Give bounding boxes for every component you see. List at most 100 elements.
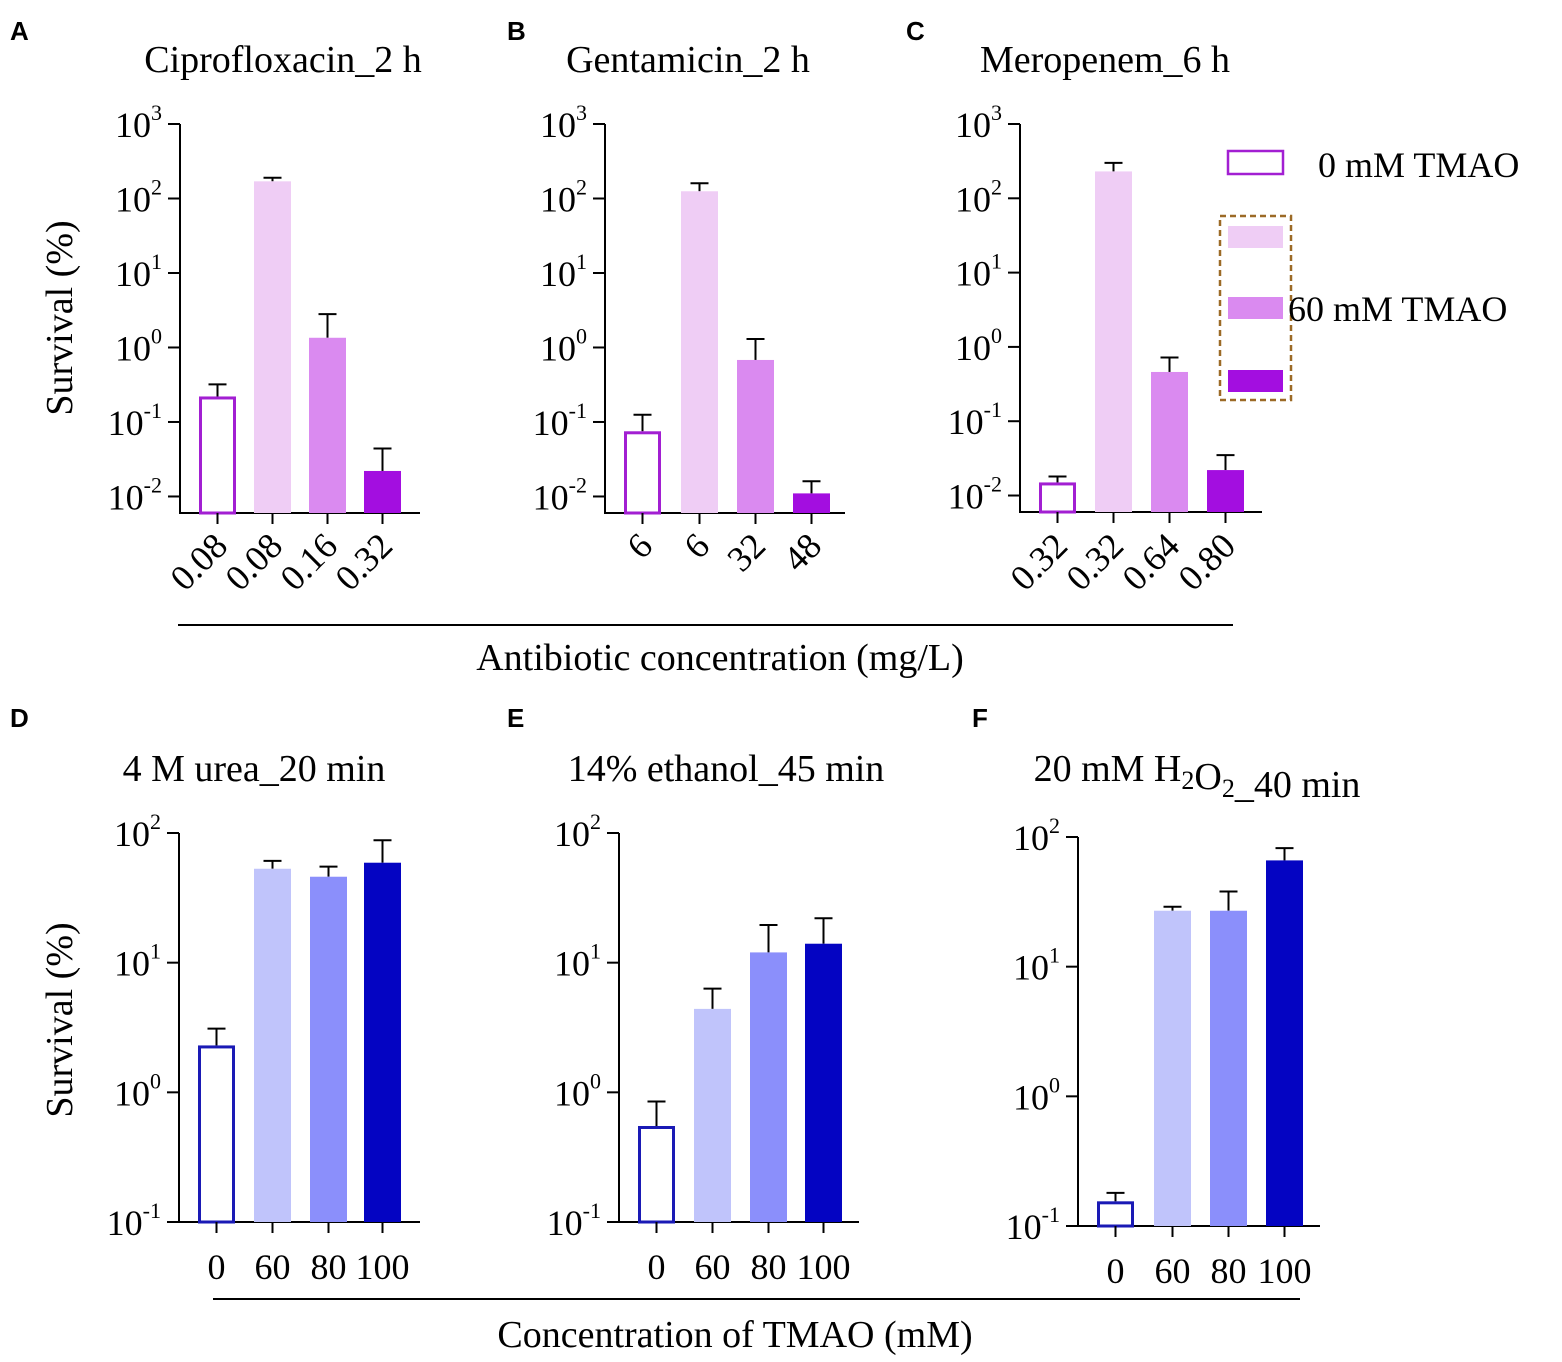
y-tick-base: 10 [108,403,144,443]
y-tick-base: 10 [948,402,984,442]
y-tick-base: 10 [948,477,984,517]
bar [1154,910,1191,1226]
legend-swatch-60mM-dark [1228,370,1283,392]
y-tick-exponent: 2 [150,809,161,834]
bottom-x-axis-label: Concentration of TMAO (mM) [497,1314,972,1356]
x-tick-label: 100 [797,1247,851,1287]
y-axis-label: Survival (%) [39,220,81,415]
title-part: _40 min [1234,764,1361,806]
bar [364,862,401,1222]
y-tick-base: 10 [533,403,569,443]
y-tick-exponent: 0 [576,323,587,348]
y-tick-label: 10-2 [108,472,162,517]
bar [309,337,346,513]
y-tick-base: 10 [547,1203,583,1243]
bar [254,181,291,514]
y-tick-base: 10 [554,814,590,854]
bar [199,396,236,515]
y-tick-base: 10 [554,1073,590,1113]
y-tick-base: 10 [1013,1077,1049,1117]
y-tick-exponent: 2 [151,174,162,199]
y-tick-base: 10 [1013,948,1049,988]
title-subscript: 2 [1222,774,1235,803]
y-tick-base: 10 [1006,1207,1042,1247]
bar [1151,371,1188,512]
y-tick-label: 101 [115,249,162,294]
x-tick-label: 0 [208,1247,226,1287]
y-tick-label: 103 [955,100,1002,145]
y-tick-label: 100 [540,323,587,368]
bar [737,359,774,513]
y-tick-exponent: 1 [576,249,587,274]
x-tick-label: 6 [619,525,660,566]
y-axis-label: Survival (%) [39,922,81,1117]
bar [1210,910,1247,1226]
bar [310,876,347,1222]
panel-title: 14% ethanol_45 min [568,748,885,790]
y-tick-base: 10 [540,179,576,219]
legend-swatch-0mM [1226,149,1285,176]
y-tick-label: 101 [554,939,601,984]
bar [681,191,718,514]
y-tick-exponent: 1 [150,939,161,964]
title-subscript: 2 [1181,766,1194,795]
y-tick-exponent: 3 [151,100,162,125]
x-tick-label: 0.64 [1114,525,1187,598]
bar [1266,860,1303,1226]
y-tick-exponent: -1 [583,1198,601,1223]
y-tick-base: 10 [540,328,576,368]
x-tick-label: 0.32 [1002,525,1075,598]
y-tick-exponent: 1 [590,939,601,964]
y-tick-exponent: 0 [150,1068,161,1093]
bar [254,868,291,1222]
y-tick-exponent: 0 [991,323,1002,348]
y-tick-exponent: 1 [991,249,1002,274]
y-tick-exponent: 2 [590,809,601,834]
bar [793,493,830,513]
panel-title: Ciprofloxacin_2 h [144,39,422,81]
y-tick-exponent: 3 [576,100,587,125]
x-tick-label: 60 [1155,1251,1191,1291]
legend-swatch-60mM-medium [1228,297,1283,319]
y-tick-base: 10 [108,477,144,517]
y-tick-label: 101 [955,249,1002,294]
top-x-axis-label: Antibiotic concentration (mg/L) [476,637,964,679]
y-tick-exponent: -1 [569,398,587,423]
bar [638,1125,675,1224]
y-tick-label: 102 [540,174,587,219]
y-tick-base: 10 [114,814,150,854]
y-tick-label: 101 [1013,943,1060,988]
panel-letter: F [972,703,988,733]
x-tick-label: 0 [648,1247,666,1287]
y-tick-base: 10 [955,254,991,294]
y-tick-label: 102 [115,174,162,219]
panel-letter: A [10,16,29,46]
x-tick-label: 80 [1211,1251,1247,1291]
y-tick-label: 100 [1013,1072,1060,1117]
x-tick-label: 100 [1258,1251,1312,1291]
y-tick-base: 10 [115,179,151,219]
y-tick-exponent: 0 [590,1068,601,1093]
title-part: O [1194,756,1221,798]
bar [1207,470,1244,512]
y-tick-exponent: 1 [1049,943,1060,968]
bar [364,470,401,513]
y-tick-exponent: -1 [143,1198,161,1223]
y-tick-base: 10 [533,477,569,517]
panel-title: 20 mM H2O2_40 min [1034,748,1361,806]
legend-label-0mM: 0 mM TMAO [1318,145,1519,185]
y-tick-base: 10 [955,105,991,145]
legend: 0 mM TMAO 60 mM TMAO [1218,145,1519,402]
x-tick-label: 100 [356,1247,410,1287]
x-tick-label: 80 [311,1247,347,1287]
y-tick-base: 10 [114,944,150,984]
y-tick-exponent: -2 [569,472,587,497]
y-tick-label: 100 [554,1068,601,1113]
y-tick-label: 10-1 [107,1198,161,1243]
